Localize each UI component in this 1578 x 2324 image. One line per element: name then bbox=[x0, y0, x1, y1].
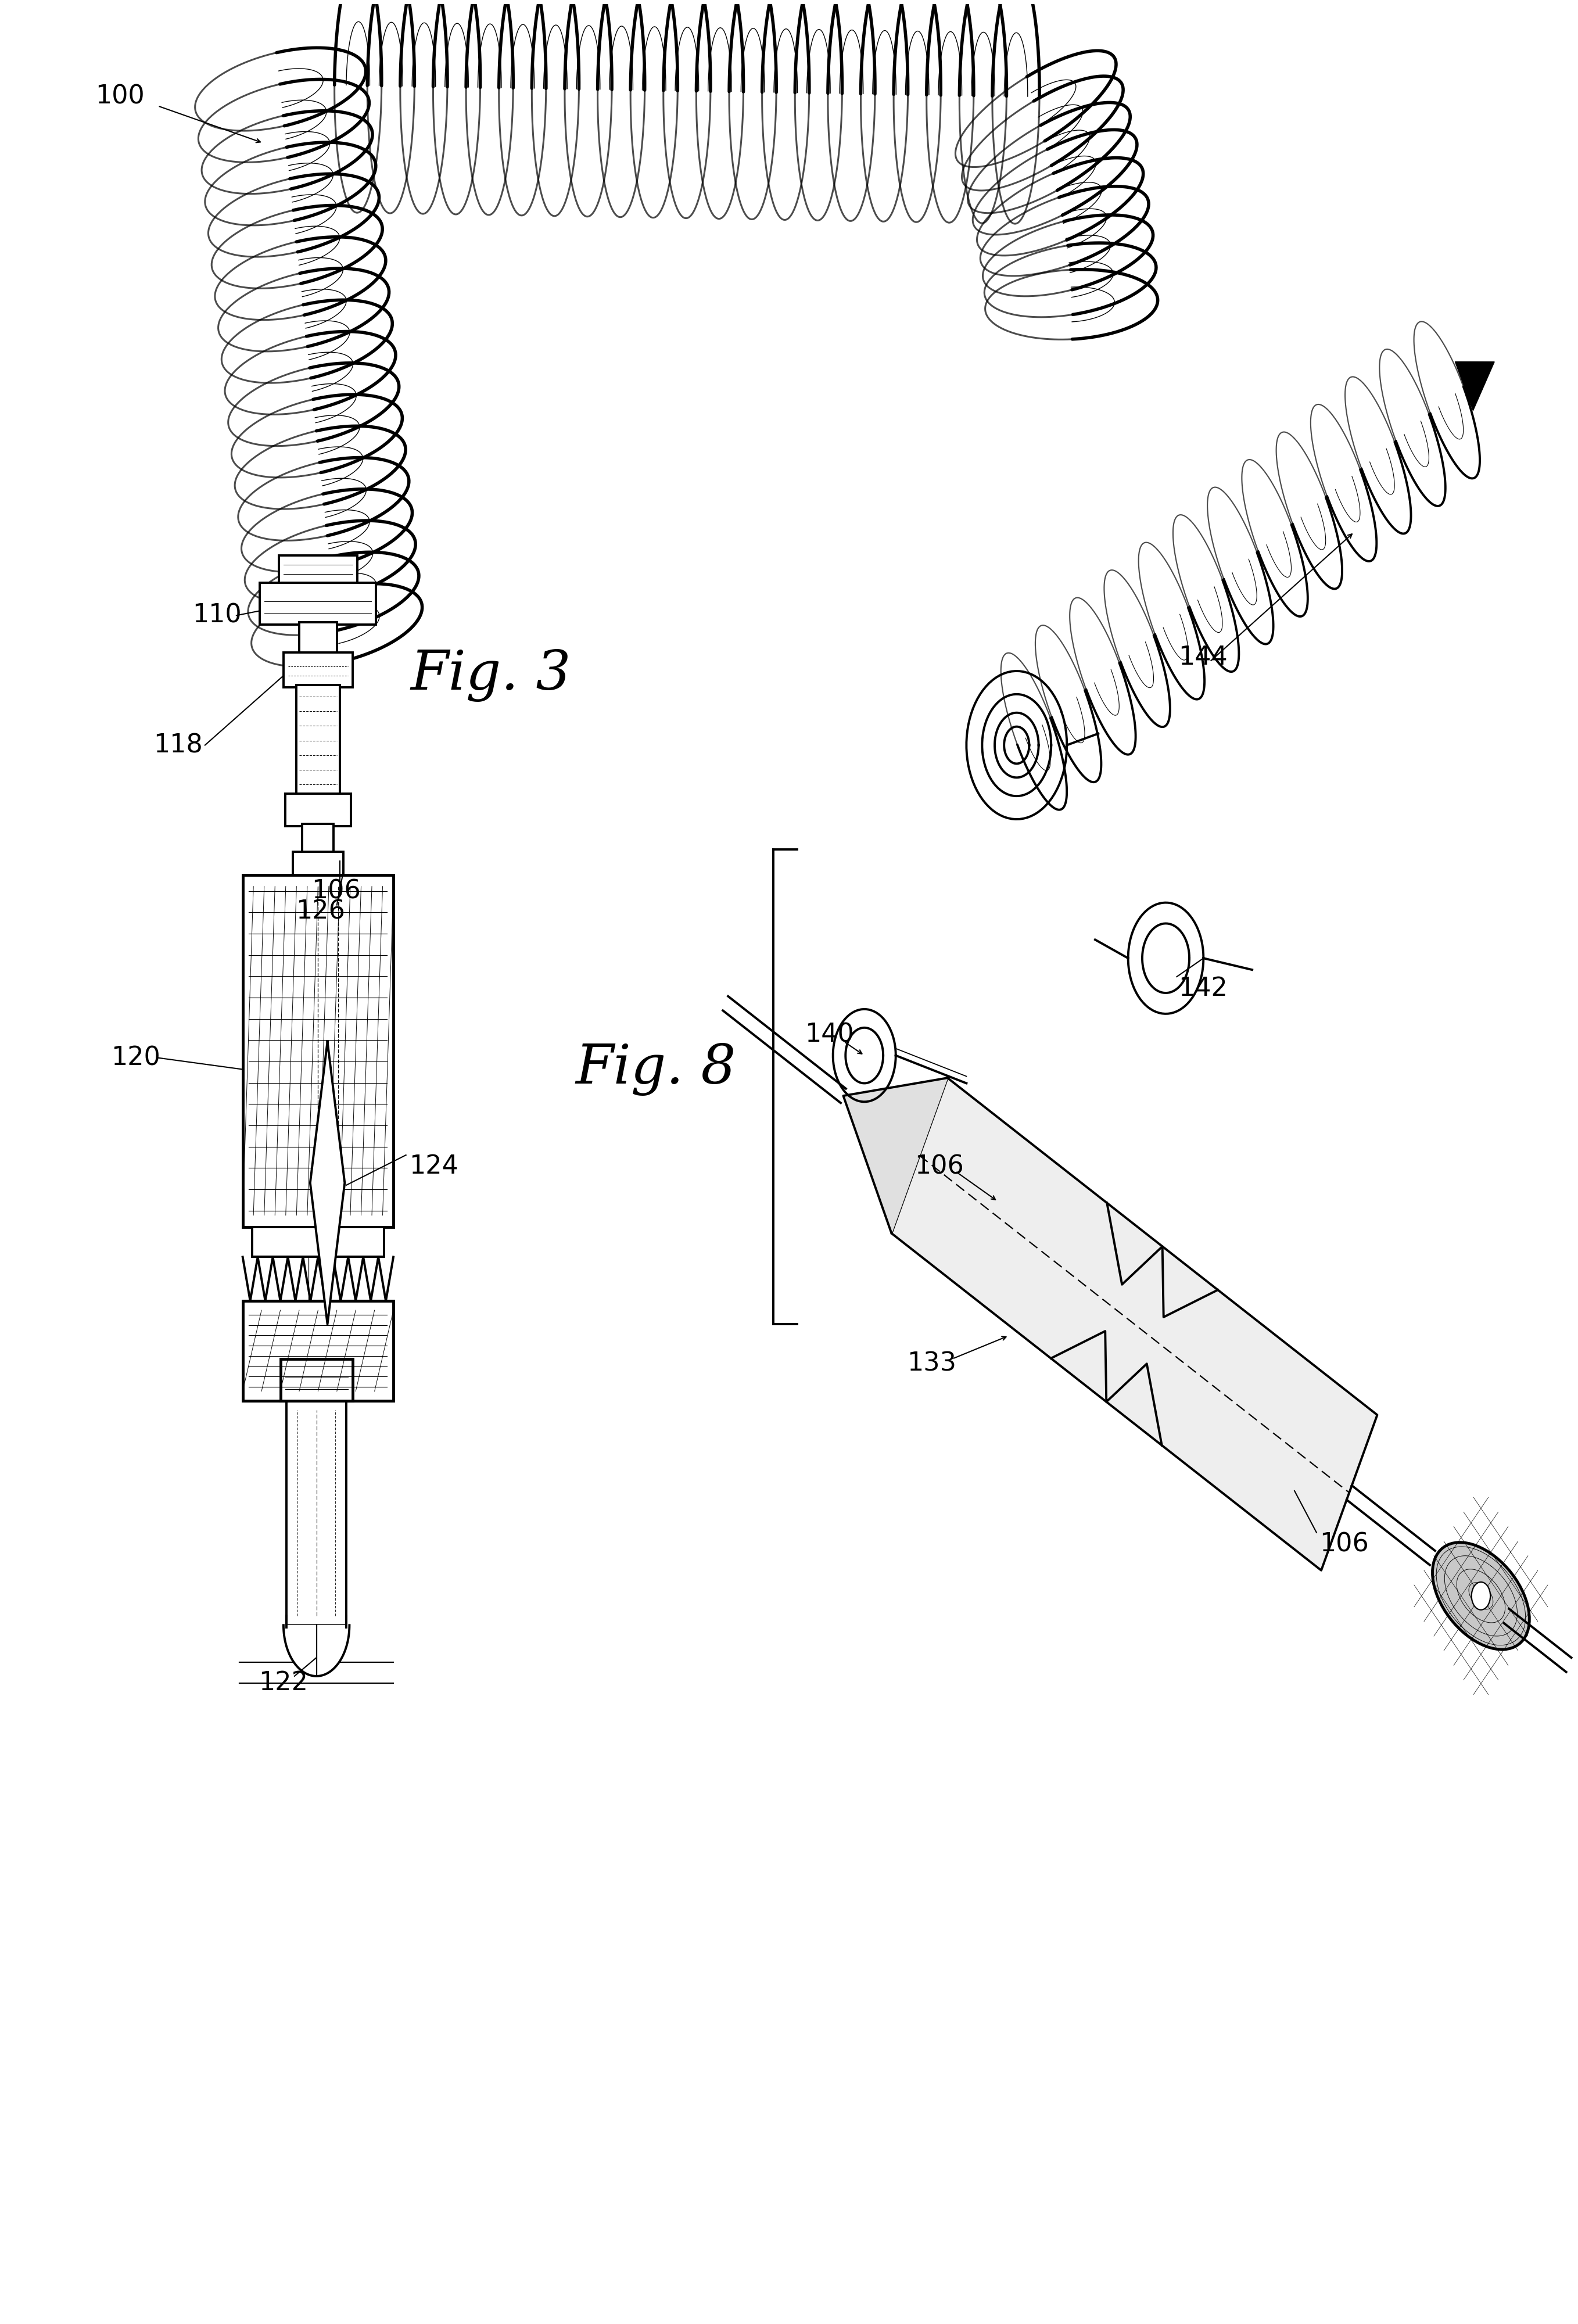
Polygon shape bbox=[284, 1624, 349, 1676]
Text: Fig. 8: Fig. 8 bbox=[576, 1043, 735, 1097]
Polygon shape bbox=[843, 1078, 947, 1234]
Bar bbox=[243, 874, 393, 1227]
Text: 144: 144 bbox=[1179, 644, 1228, 669]
Text: 126: 126 bbox=[297, 899, 346, 925]
Bar bbox=[243, 1301, 393, 1401]
Polygon shape bbox=[311, 1041, 344, 1325]
Text: Fig. 3: Fig. 3 bbox=[410, 648, 571, 702]
Text: 142: 142 bbox=[1179, 976, 1228, 1002]
Text: 118: 118 bbox=[153, 732, 202, 758]
Bar bbox=[297, 686, 339, 797]
Circle shape bbox=[1472, 1583, 1490, 1611]
Text: 106: 106 bbox=[1319, 1532, 1368, 1557]
Text: 122: 122 bbox=[259, 1671, 308, 1697]
Polygon shape bbox=[1455, 363, 1494, 411]
Bar bbox=[252, 1227, 383, 1257]
Text: 140: 140 bbox=[805, 1023, 854, 1048]
Bar bbox=[284, 653, 352, 688]
Bar bbox=[294, 851, 342, 874]
Text: 110: 110 bbox=[193, 602, 241, 627]
Text: 106: 106 bbox=[312, 878, 361, 904]
Bar bbox=[281, 1360, 352, 1401]
Bar bbox=[286, 795, 350, 827]
Polygon shape bbox=[892, 1078, 1378, 1571]
Ellipse shape bbox=[1433, 1543, 1529, 1650]
Bar bbox=[260, 583, 376, 625]
Text: 133: 133 bbox=[907, 1350, 956, 1376]
Text: 106: 106 bbox=[915, 1155, 964, 1178]
Bar bbox=[303, 825, 333, 853]
Text: 120: 120 bbox=[110, 1046, 159, 1071]
Bar bbox=[287, 1401, 346, 1624]
Bar bbox=[279, 555, 357, 588]
Text: 124: 124 bbox=[409, 1155, 458, 1178]
Bar bbox=[300, 623, 336, 658]
Text: 100: 100 bbox=[95, 84, 144, 109]
